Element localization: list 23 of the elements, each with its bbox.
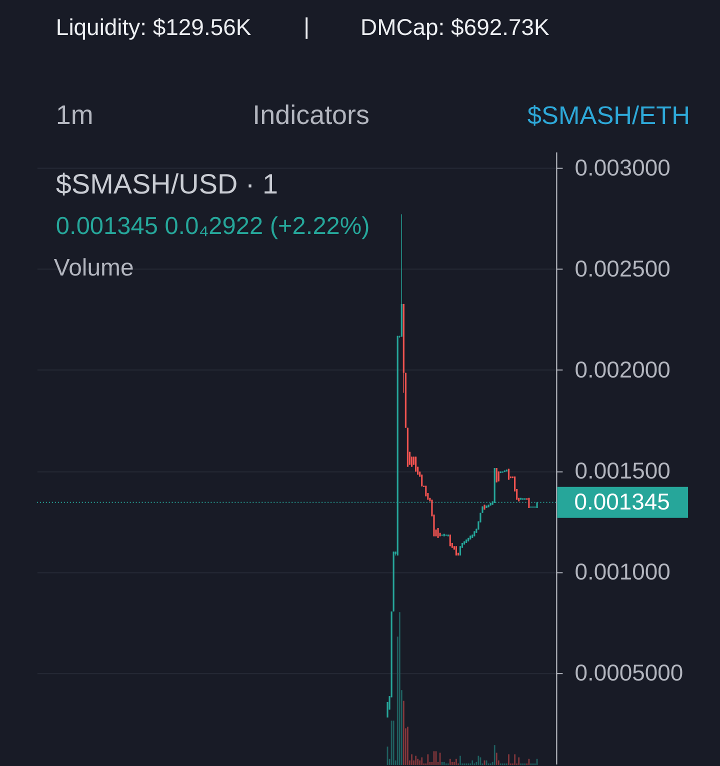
text: | (304, 12, 310, 39)
annotation: Volume (54, 254, 134, 282)
text: DMCap: $692.73K (360, 14, 550, 40)
y-tick-label: 0.0005000 (574, 660, 684, 686)
candlestick (410, 456, 413, 468)
candlestick (437, 528, 439, 538)
text: Indicators (252, 100, 370, 130)
y-tick-label: 0.001500 (574, 458, 670, 484)
text: 1m (56, 100, 94, 130)
candlestick (459, 546, 462, 556)
text: $SMASH/USD · 1 (56, 168, 278, 200)
ref-line-label: 0.001345 (574, 488, 670, 514)
text: 0.001345 0.0₄2922 (+2.22%) (56, 213, 370, 240)
y-tick-label: 0.002000 (574, 356, 670, 382)
text: $SMASH/ETH (527, 102, 690, 130)
candlestick (496, 468, 498, 483)
candlestick (415, 456, 417, 472)
candlestick (421, 474, 423, 487)
candlestick (455, 546, 458, 556)
text: Liquidity: $129.56K (56, 14, 252, 40)
y-tick-label: 0.002500 (574, 255, 670, 282)
y-tick-label: 0.001000 (574, 558, 670, 585)
y-tick-label: 0.003000 (574, 154, 670, 180)
